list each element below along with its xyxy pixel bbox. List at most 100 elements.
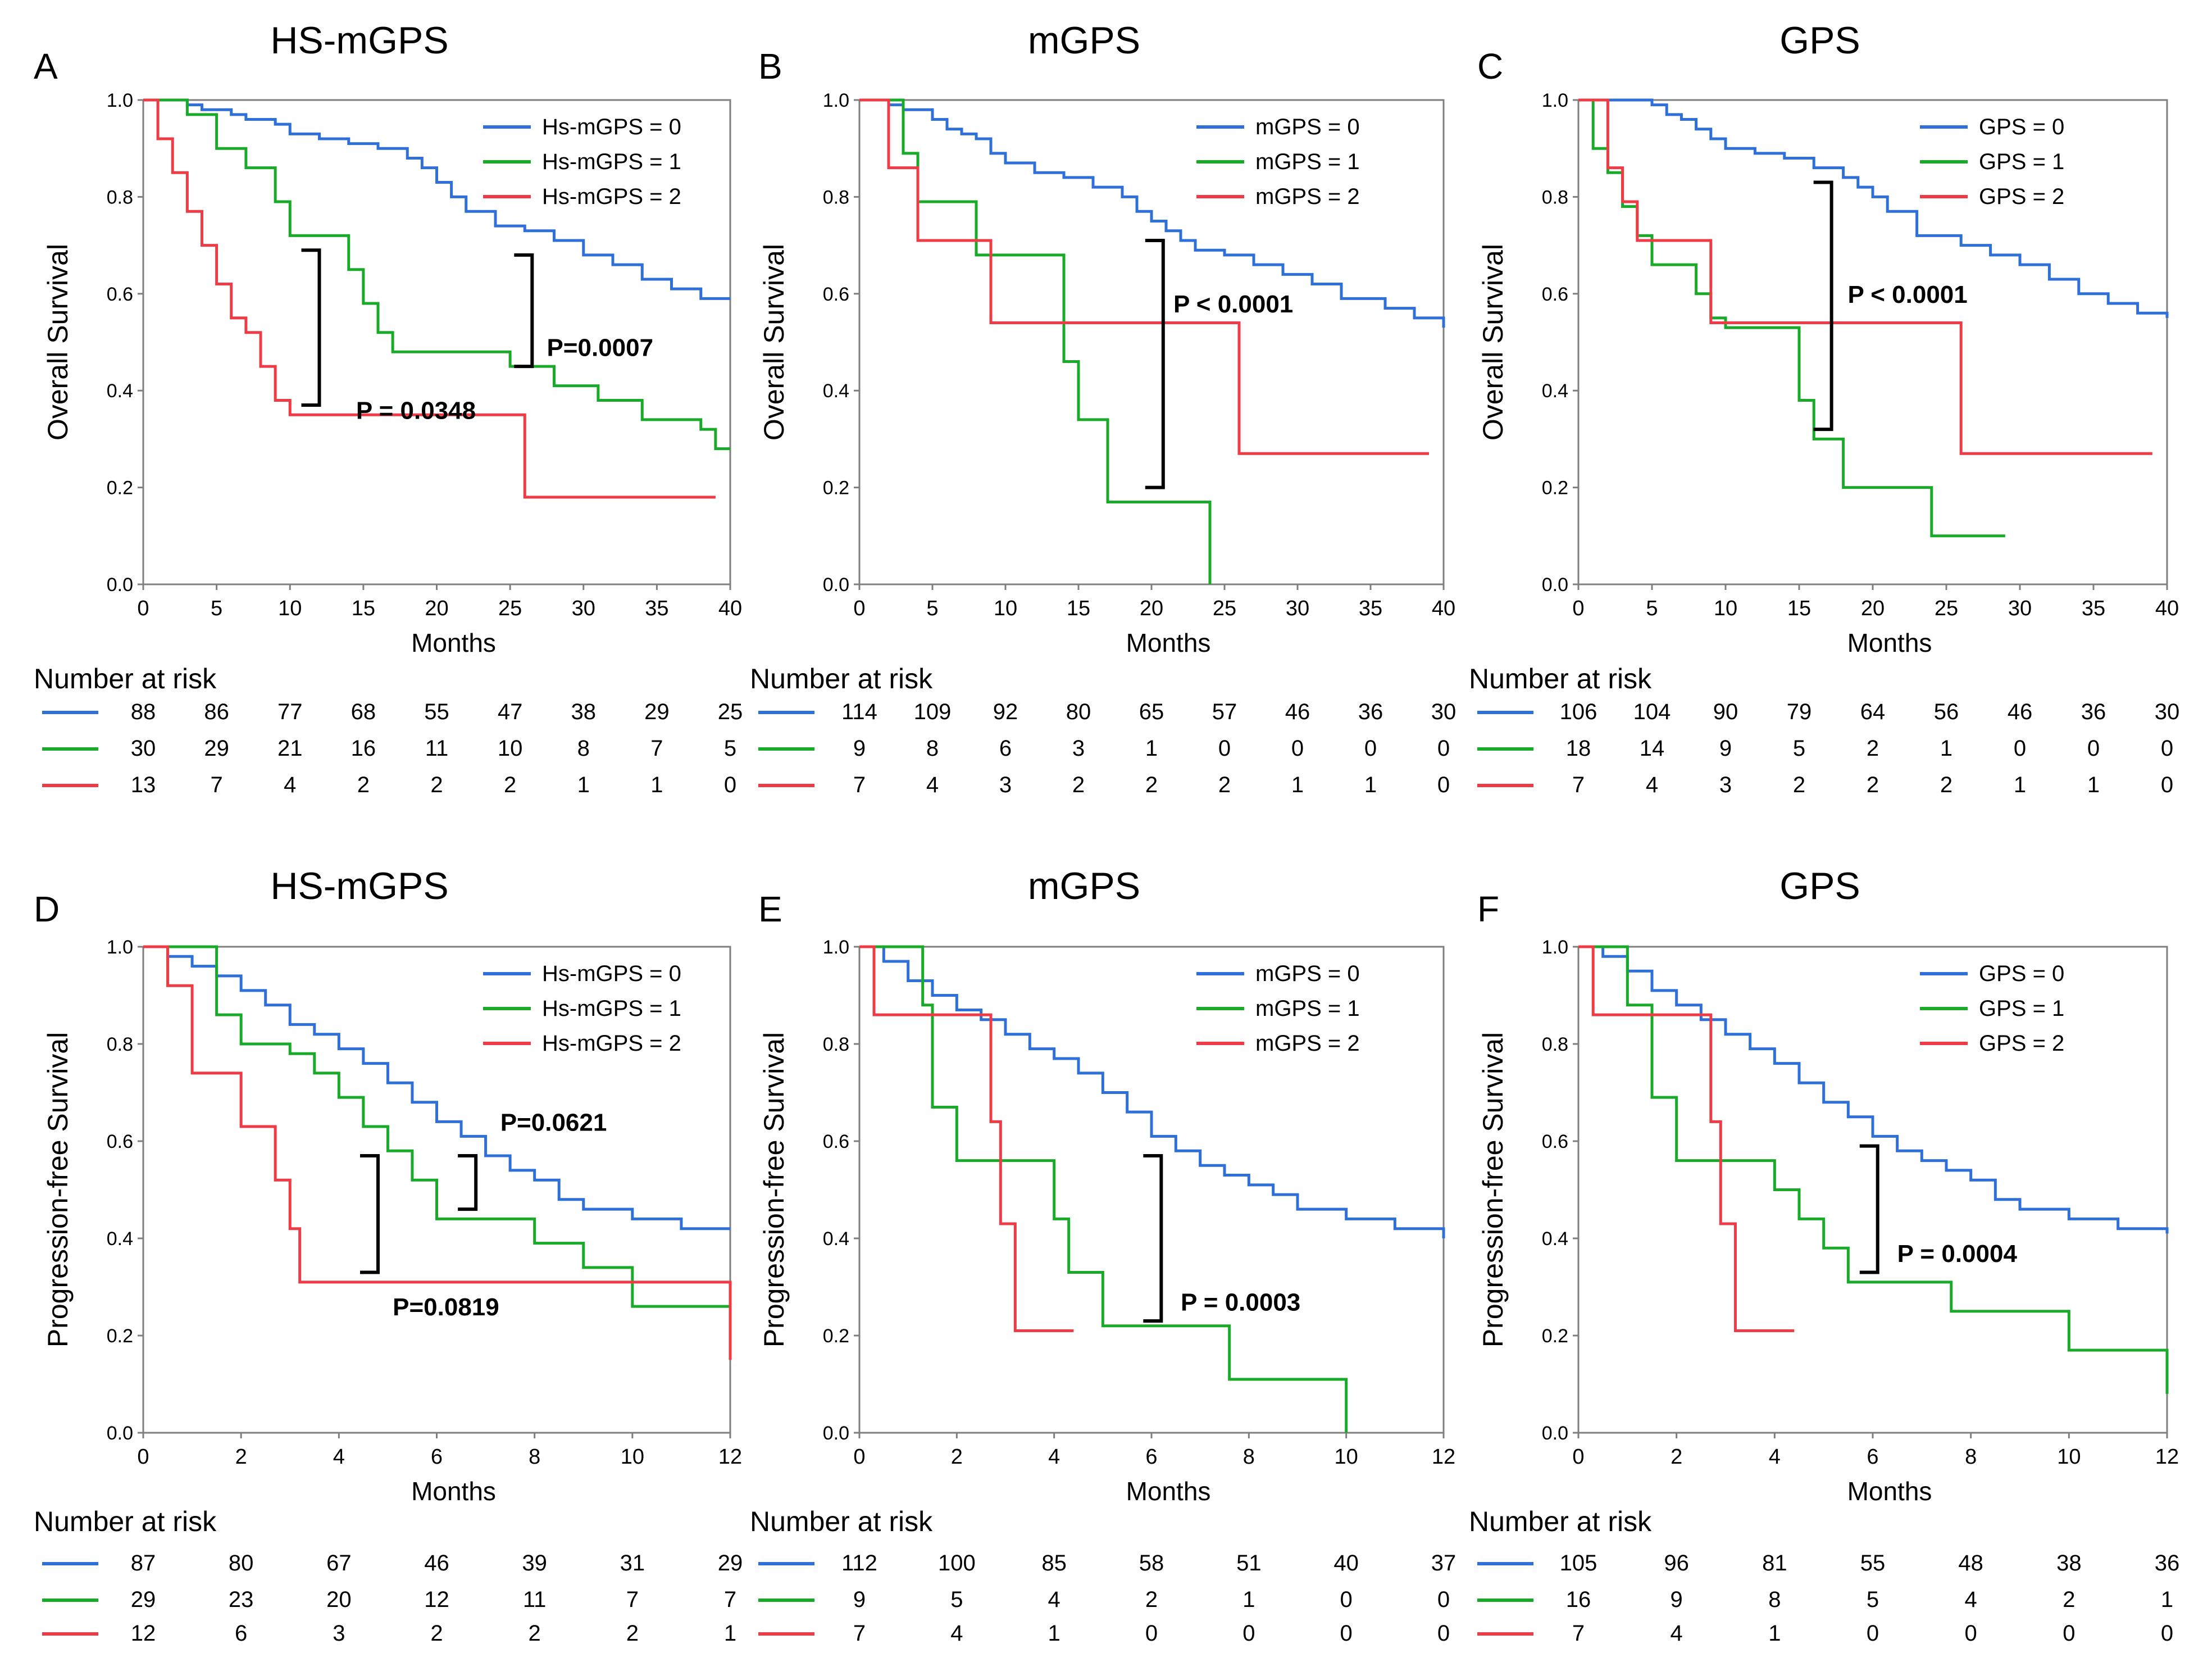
risk-count: 65 [1139, 700, 1164, 724]
risk-count: 4 [1965, 1587, 1977, 1612]
x-tick-label: 0 [853, 1445, 865, 1469]
y-tick-label: 0.0 [1542, 574, 1568, 596]
risk-count: 2 [357, 773, 370, 797]
risk-count: 0 [1218, 736, 1231, 761]
y-tick-label: 0.4 [107, 380, 133, 402]
risk-count: 92 [993, 700, 1018, 724]
risk-count: 1 [1048, 1621, 1061, 1646]
risk-count: 3 [1072, 736, 1085, 761]
risk-count: 0 [1437, 773, 1450, 797]
panel-letter: C [1477, 46, 1503, 87]
risk-table-title: Number at risk [1469, 1506, 1652, 1537]
legend-entry: GPS = 2 [1979, 184, 2064, 209]
x-tick-label: 10 [621, 1445, 644, 1469]
x-tick-label: 30 [572, 597, 595, 620]
x-tick-label: 12 [718, 1445, 742, 1469]
plot-frame [1577, 946, 2168, 1434]
risk-count: 1 [2014, 773, 2026, 797]
y-axis-label: Overall Survival [42, 244, 74, 441]
risk-count: 38 [2056, 1551, 2082, 1575]
legend-entry: mGPS = 2 [1255, 1031, 1360, 1056]
y-tick-label: 0.6 [823, 284, 849, 305]
y-tick-label: 0.4 [107, 1228, 133, 1250]
y-tick-label: 0.2 [1542, 478, 1568, 499]
x-tick-label: 5 [211, 597, 222, 620]
x-tick-label: 0 [1572, 597, 1584, 620]
risk-count: 46 [424, 1551, 449, 1575]
risk-count: 30 [131, 736, 156, 761]
y-tick-label: 0.2 [107, 478, 133, 499]
risk-count: 36 [1358, 700, 1383, 724]
y-axis-label: Progression-free Survival [1477, 1032, 1509, 1347]
legend-entry: Hs-mGPS = 2 [542, 184, 681, 209]
risk-count: 4 [950, 1621, 963, 1646]
risk-table-title: Number at risk [34, 1506, 217, 1537]
risk-count: 2 [1145, 1587, 1158, 1612]
survival-curve-1 [143, 945, 730, 1308]
y-tick-label: 0.0 [823, 1423, 849, 1444]
risk-count: 2 [626, 1621, 639, 1646]
x-tick-label: 20 [425, 597, 448, 620]
survival-curve-0 [859, 945, 1445, 1238]
risk-count: 4 [1048, 1587, 1061, 1612]
y-tick-label: 0.8 [823, 187, 849, 208]
legend-entry: Hs-mGPS = 1 [542, 149, 681, 174]
risk-count: 2 [2063, 1587, 2075, 1612]
risk-count: 2 [430, 1621, 443, 1646]
risk-count: 81 [1762, 1551, 1787, 1575]
legend-entry: Hs-mGPS = 0 [542, 115, 681, 139]
x-tick-label: 4 [1048, 1445, 1060, 1469]
risk-count: 114 [841, 700, 877, 724]
y-axis-label: Overall Survival [758, 244, 790, 441]
x-axis-label: Months [1126, 1477, 1211, 1506]
y-tick-label: 0.4 [823, 1228, 849, 1250]
risk-count: 7 [853, 773, 866, 797]
risk-count: 80 [1066, 700, 1091, 724]
legend-entry: mGPS = 0 [1255, 961, 1360, 986]
risk-count: 0 [1437, 736, 1450, 761]
risk-count: 2 [529, 1621, 541, 1646]
risk-count: 36 [2155, 1551, 2180, 1575]
risk-count: 4 [926, 773, 939, 797]
risk-count: 0 [1340, 1587, 1353, 1612]
risk-count: 0 [1437, 1621, 1450, 1646]
risk-count: 2 [430, 773, 443, 797]
risk-count: 12 [131, 1621, 156, 1646]
legend-entry: GPS = 0 [1979, 961, 2064, 986]
risk-count: 1 [650, 773, 663, 797]
risk-count: 7 [626, 1587, 639, 1612]
risk-count: 8 [577, 736, 590, 761]
risk-count: 8 [1768, 1587, 1781, 1612]
y-tick-label: 0.6 [1542, 284, 1568, 305]
risk-count: 64 [1860, 700, 1886, 724]
p-value-label: P < 0.0001 [1173, 290, 1293, 318]
risk-count: 67 [326, 1551, 352, 1575]
survival-curve-1 [859, 98, 1212, 584]
risk-count: 11 [523, 1587, 547, 1612]
y-tick-label: 0.2 [107, 1325, 133, 1347]
y-tick-label: 1.0 [823, 937, 849, 958]
risk-count: 88 [131, 700, 156, 724]
x-tick-label: 8 [529, 1445, 540, 1469]
survival-curve-0 [859, 98, 1445, 328]
p-value-bracket [458, 1154, 478, 1211]
risk-count: 29 [131, 1587, 156, 1612]
survival-curve-1 [143, 98, 730, 451]
y-tick-label: 1.0 [823, 90, 849, 111]
risk-count: 3 [999, 773, 1012, 797]
y-tick-label: 0.8 [107, 187, 133, 208]
survival-curve-1 [1578, 98, 2005, 538]
p-value-bracket [1813, 180, 1833, 432]
risk-count: 7 [211, 773, 223, 797]
x-tick-label: 40 [1432, 597, 1455, 620]
survival-curve-0 [1578, 98, 2169, 318]
risk-count: 16 [1566, 1587, 1591, 1612]
y-tick-label: 0.4 [1542, 380, 1568, 402]
risk-count: 9 [853, 1587, 866, 1612]
risk-count: 37 [1431, 1551, 1457, 1575]
risk-count: 105 [1560, 1551, 1597, 1575]
risk-count: 23 [229, 1587, 254, 1612]
risk-count: 14 [1640, 736, 1665, 761]
x-axis-label: Months [1847, 628, 1932, 657]
